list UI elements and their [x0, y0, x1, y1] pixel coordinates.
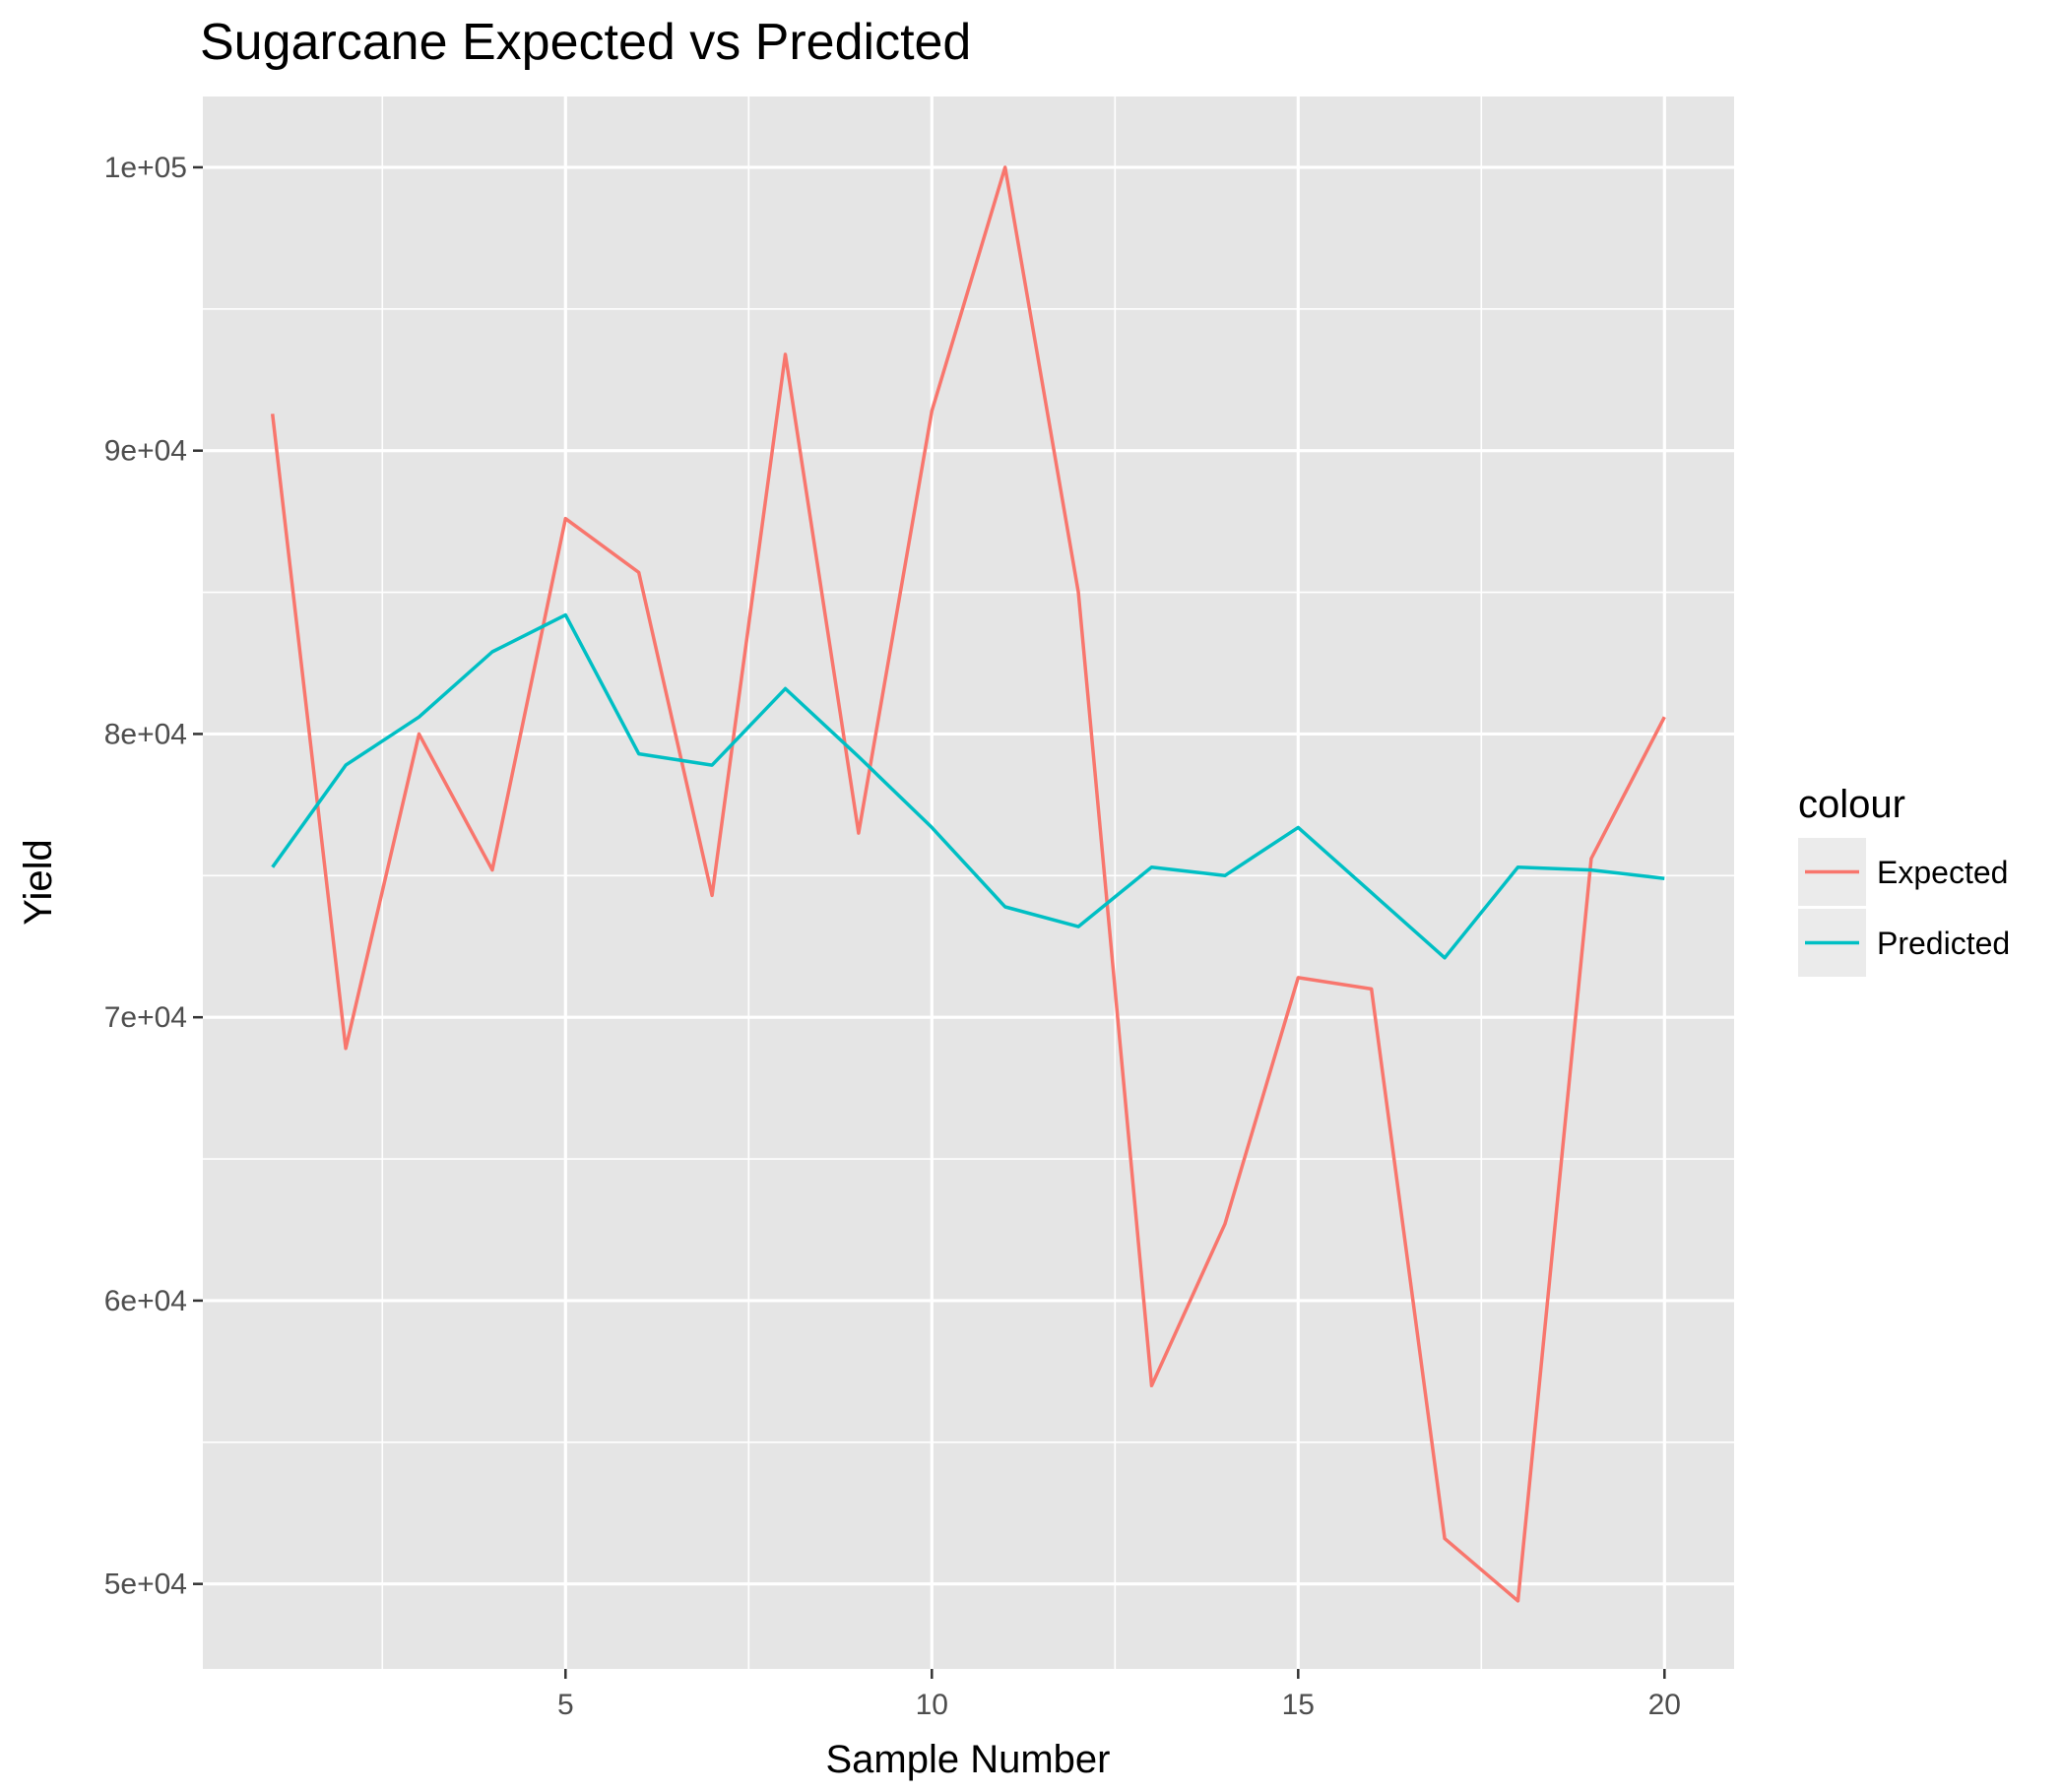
- axes: 5 10 15 20 5e+04 6e+04 7e+04 8e+04 9e+04 1e+05: [104, 152, 1681, 1721]
- y-axis-title: Yield: [17, 839, 60, 925]
- y-tick-label: 1e+05: [104, 152, 187, 184]
- plot-panel: [203, 96, 1734, 1669]
- x-axis-title: Sample Number: [825, 1738, 1110, 1781]
- legend-label-predicted: Predicted: [1877, 926, 2010, 961]
- y-tick-label: 5e+04: [104, 1568, 187, 1601]
- series-line-predicted: [271, 612, 1665, 960]
- legend-label-expected: Expected: [1877, 855, 2008, 890]
- gridlines: [203, 96, 1734, 1669]
- y-tick-label: 8e+04: [104, 718, 187, 750]
- x-tick-label: 20: [1648, 1689, 1681, 1721]
- legend-title: colour: [1798, 783, 1905, 826]
- series-lines: [270, 165, 1666, 1603]
- y-tick-label: 7e+04: [104, 1001, 187, 1034]
- y-tick-label: 6e+04: [104, 1285, 187, 1317]
- legend: colour Expected Predicted: [1798, 783, 2010, 977]
- x-tick-label: 15: [1282, 1689, 1315, 1721]
- x-tick-label: 10: [916, 1689, 948, 1721]
- chart-title: Sugarcane Expected vs Predicted: [200, 14, 971, 71]
- x-tick-label: 5: [557, 1689, 574, 1721]
- series-line-expected: [270, 165, 1666, 1603]
- y-tick-label: 9e+04: [104, 435, 187, 468]
